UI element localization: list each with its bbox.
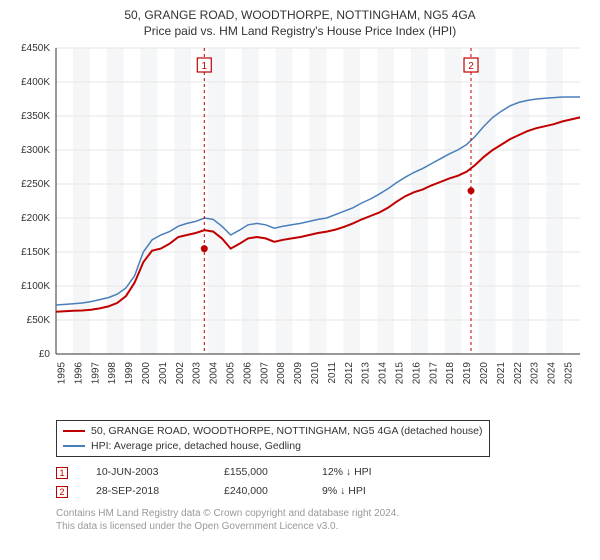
svg-text:1998: 1998	[107, 362, 118, 385]
svg-text:2011: 2011	[327, 362, 338, 384]
svg-text:2014: 2014	[378, 362, 389, 385]
svg-text:£350K: £350K	[21, 111, 50, 122]
svg-text:£100K: £100K	[21, 281, 50, 292]
svg-text:2006: 2006	[242, 362, 253, 385]
svg-text:2003: 2003	[192, 362, 203, 385]
sale-marker-icon: 2	[56, 486, 68, 498]
line-chart-svg: £0 £50K £100K £150K £200K £250K £300K £350K £400…	[12, 44, 588, 414]
chart-title: 50, GRANGE ROAD, WOODTHORPE, NOTTINGHAM,…	[12, 8, 588, 22]
footer-attribution: Contains HM Land Registry data © Crown c…	[56, 507, 588, 533]
legend-item: HPI: Average price, detached house, Gedl…	[63, 439, 483, 454]
svg-text:2022: 2022	[513, 362, 524, 385]
chart-subtitle: Price paid vs. HM Land Registry's House …	[12, 24, 588, 38]
svg-text:2012: 2012	[344, 362, 355, 385]
svg-text:£250K: £250K	[21, 179, 50, 190]
svg-text:2010: 2010	[310, 362, 321, 385]
chart-plot-area: £0 £50K £100K £150K £200K £250K £300K £350K £400…	[12, 44, 588, 414]
footer-line-2: This data is licensed under the Open Gov…	[56, 520, 588, 533]
svg-text:2021: 2021	[496, 362, 507, 385]
legend-swatch-series-1	[63, 430, 85, 432]
svg-text:2020: 2020	[479, 362, 490, 385]
svg-text:1997: 1997	[90, 362, 101, 385]
svg-text:1999: 1999	[124, 362, 135, 385]
svg-text:£300K: £300K	[21, 145, 50, 156]
svg-text:2013: 2013	[361, 362, 372, 385]
svg-text:1: 1	[202, 61, 208, 72]
svg-text:2017: 2017	[428, 362, 439, 385]
svg-text:2015: 2015	[395, 362, 406, 385]
sale-marker-icon: 1	[56, 467, 68, 479]
svg-text:1996: 1996	[73, 362, 84, 385]
legend-label: 50, GRANGE ROAD, WOODTHORPE, NOTTINGHAM,…	[91, 424, 483, 439]
svg-text:2009: 2009	[293, 362, 304, 385]
svg-text:2000: 2000	[141, 362, 152, 385]
legend-swatch-series-2	[63, 445, 85, 447]
sale-price: £155,000	[224, 463, 294, 482]
sale-pct-vs-hpi: 12% ↓ HPI	[322, 463, 412, 482]
sale-price: £240,000	[224, 482, 294, 501]
svg-text:£450K: £450K	[21, 44, 50, 54]
svg-text:£400K: £400K	[21, 77, 50, 88]
svg-text:2001: 2001	[158, 362, 169, 385]
svg-text:2025: 2025	[564, 362, 575, 385]
legend-label: HPI: Average price, detached house, Gedl…	[91, 439, 301, 454]
svg-text:2016: 2016	[411, 362, 422, 385]
chart-container: 50, GRANGE ROAD, WOODTHORPE, NOTTINGHAM,…	[0, 0, 600, 560]
svg-text:2: 2	[468, 61, 474, 72]
legend-item: 50, GRANGE ROAD, WOODTHORPE, NOTTINGHAM,…	[63, 424, 483, 439]
svg-text:2019: 2019	[462, 362, 473, 385]
footer-line-1: Contains HM Land Registry data © Crown c…	[56, 507, 588, 520]
sale-row: 1 10-JUN-2003 £155,000 12% ↓ HPI	[56, 463, 588, 482]
svg-text:£150K: £150K	[21, 247, 50, 258]
svg-text:2024: 2024	[547, 362, 558, 385]
svg-text:1995: 1995	[56, 362, 67, 385]
svg-text:2007: 2007	[259, 362, 270, 385]
svg-text:£0: £0	[39, 349, 51, 360]
legend-box: 50, GRANGE ROAD, WOODTHORPE, NOTTINGHAM,…	[56, 420, 490, 457]
svg-text:2023: 2023	[530, 362, 541, 385]
svg-text:£50K: £50K	[27, 315, 51, 326]
svg-text:2018: 2018	[445, 362, 456, 385]
svg-text:2008: 2008	[276, 362, 287, 385]
sale-events: 1 10-JUN-2003 £155,000 12% ↓ HPI 2 28-SE…	[56, 463, 588, 501]
svg-text:2002: 2002	[175, 362, 186, 385]
svg-text:2005: 2005	[225, 362, 236, 385]
sale-row: 2 28-SEP-2018 £240,000 9% ↓ HPI	[56, 482, 588, 501]
sale-date: 28-SEP-2018	[96, 482, 196, 501]
svg-text:£200K: £200K	[21, 213, 50, 224]
sale-date: 10-JUN-2003	[96, 463, 196, 482]
svg-text:2004: 2004	[209, 362, 220, 385]
sale-pct-vs-hpi: 9% ↓ HPI	[322, 482, 412, 501]
